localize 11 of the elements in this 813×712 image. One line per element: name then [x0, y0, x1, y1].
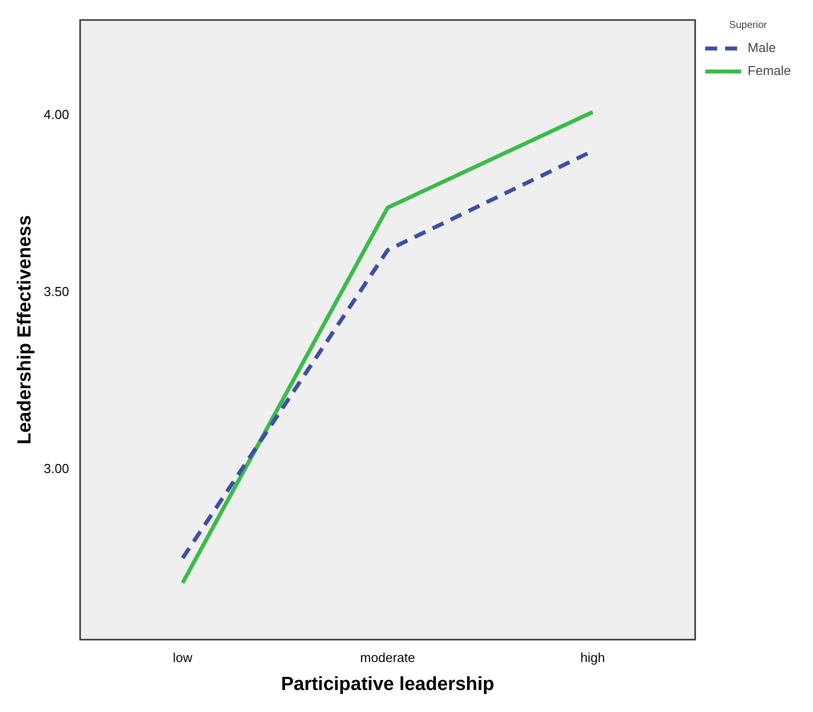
- x-tick-label: high: [580, 650, 605, 665]
- y-tick-label: 4.00: [44, 107, 70, 122]
- y-tick-label: 3.50: [44, 284, 70, 300]
- legend-label: Female: [748, 63, 792, 78]
- x-tick-label: moderate: [360, 650, 416, 665]
- x-axis-title: Participative leadership: [280, 674, 494, 695]
- legend-title: Superior: [729, 20, 768, 31]
- y-tick-label: 3.00: [44, 461, 70, 476]
- y-axis-title: Leadership Effectiveness: [14, 215, 36, 444]
- legend-label: Male: [748, 40, 776, 56]
- x-tick-label: low: [172, 650, 193, 665]
